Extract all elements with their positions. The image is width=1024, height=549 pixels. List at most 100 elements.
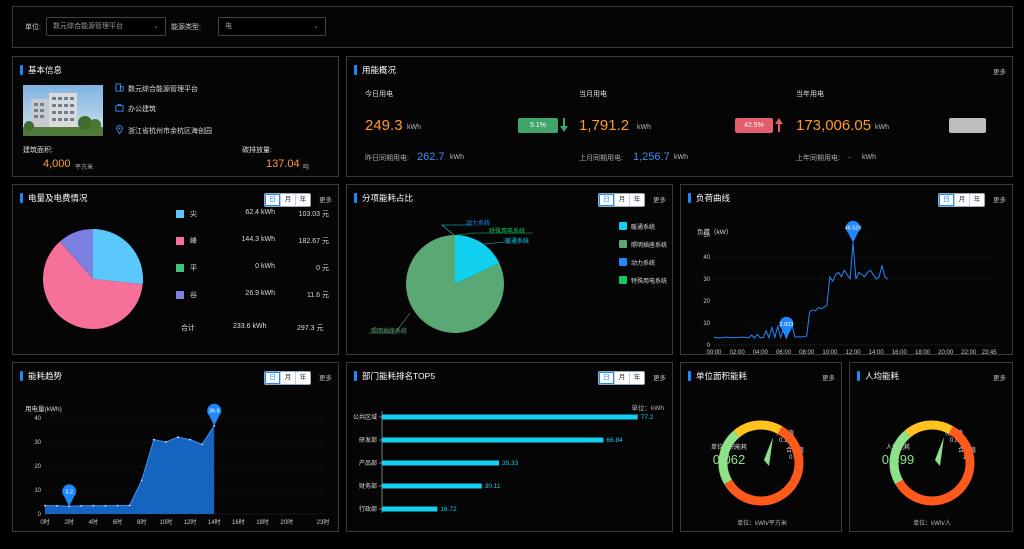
legend-swatch <box>619 276 627 284</box>
per-capita-gauge: 人均能耗 0.499 先进值 0.8 合理值 1.2 单位：kWh/人 <box>882 420 976 527</box>
legend-label: 照明插座系统 <box>631 242 668 249</box>
fee-swatch <box>176 291 184 299</box>
trend-title: 能耗趋势 <box>20 370 62 382</box>
trend-y-tick: 20 <box>34 464 41 470</box>
trend-y-tick: 0 <box>38 512 42 518</box>
gauge-unit: 单位：kWh/人 <box>913 519 951 527</box>
trend-point <box>80 504 83 507</box>
tab-day[interactable]: 日 <box>265 194 280 206</box>
year-label: 当年用电 <box>796 91 824 98</box>
load-x-tick: 22:00 <box>961 350 977 356</box>
legend-label: 特殊用电系统 <box>631 278 668 285</box>
today-label: 今日用电 <box>365 91 393 98</box>
year-value: 173,006.05 <box>796 117 872 134</box>
tab-month[interactable]: 月 <box>954 194 969 206</box>
month-unit: kWh <box>637 124 651 131</box>
load-x-tick: 20:00 <box>938 350 954 356</box>
load-x-tick: 04:00 <box>753 350 769 356</box>
more-link[interactable]: 更多 <box>993 375 1006 382</box>
last-year-value: - <box>848 152 851 162</box>
load-x-tick: 23:45 <box>982 350 998 356</box>
arrow-up-icon <box>775 118 783 134</box>
legend-swatch <box>619 222 627 230</box>
gauge-arc-poor-2 <box>895 479 969 506</box>
per-capita-panel: 人均能耗 更多 人均能耗 0.499 先进值 0.8 合理值 1.2 单位：kW… <box>849 362 1013 532</box>
arrow-down-icon <box>560 118 568 134</box>
trend-x-tick: 12时 <box>184 518 197 526</box>
tab-year[interactable]: 年 <box>295 194 310 206</box>
more-link[interactable]: 更多 <box>822 375 835 382</box>
trend-x-tick: 20时 <box>280 518 293 526</box>
trend-point <box>104 504 107 507</box>
energy-type-select[interactable]: 电 ⌄ <box>218 17 326 36</box>
unit-area-gauge: 单位面积能耗 0.062 先进值 0.16 合理值 0.22 单位：kWh/平方… <box>711 420 804 527</box>
load-x-tick: 08:00 <box>799 350 815 356</box>
fee-energy: 62.4 kWh <box>245 209 275 216</box>
fee-cost: 0 元 <box>316 265 329 272</box>
legend-item: 特殊用电系统 <box>619 271 667 289</box>
year-badge: - <box>949 118 986 133</box>
trend-x-tick: 14时 <box>208 518 221 526</box>
load-series-line <box>713 242 889 340</box>
dept-value-label: 35.33 <box>502 460 519 467</box>
tab-month[interactable]: 月 <box>614 194 629 206</box>
tab-day[interactable]: 日 <box>265 372 280 384</box>
trend-x-tick: 18时 <box>256 518 269 526</box>
fee-name: 平 <box>190 265 197 272</box>
dept-bar <box>382 483 482 489</box>
dept-bar <box>382 460 500 466</box>
basic-info-title: 基本信息 <box>20 64 62 76</box>
period-tabs: 日 月 年 <box>264 371 311 385</box>
tab-year[interactable]: 年 <box>295 372 310 384</box>
more-link[interactable]: 更多 <box>319 197 332 204</box>
trend-x-tick: 10时 <box>160 518 173 526</box>
fee-energy: 26.9 kWh <box>245 290 275 297</box>
label-power: 动力系统 <box>466 219 490 227</box>
legend-item: 暖通系统 <box>619 217 667 235</box>
last-year-label: 上年同期用电: <box>796 155 840 162</box>
gauge-arc-good <box>889 430 911 485</box>
dept-bar <box>382 506 438 512</box>
tab-year[interactable]: 年 <box>629 372 644 384</box>
gauge-arc-fair <box>733 420 783 438</box>
fee-swatch <box>176 237 184 245</box>
gauge-advanced-value: 0.16 <box>779 438 791 444</box>
legend-swatch <box>619 240 627 248</box>
tab-year[interactable]: 年 <box>969 194 984 206</box>
trend-peak-marker-label: 36.8 <box>209 409 220 415</box>
subitem-title: 分项能耗占比 <box>354 192 413 204</box>
legend-item: 照明插座系统 <box>619 235 667 253</box>
more-link[interactable]: 更多 <box>319 375 332 382</box>
dept-unit-label: 单位：kWh <box>631 405 665 412</box>
trend-point <box>177 436 179 439</box>
tab-day[interactable]: 日 <box>599 372 614 384</box>
more-link[interactable]: 更多 <box>993 197 1006 204</box>
load-x-tick: 06:00 <box>776 350 792 356</box>
more-link[interactable]: 更多 <box>653 375 666 382</box>
trend-low-marker-label: 3.2 <box>65 489 73 495</box>
trend-point <box>92 504 95 507</box>
trend-point <box>68 505 71 508</box>
per-capita-title: 人均能耗 <box>857 370 899 382</box>
label-hvac: 暖通系统 <box>505 237 529 245</box>
dept-value-label: 16.72 <box>440 506 457 513</box>
address: 浙江省杭州市余杭区海创园 <box>128 128 212 135</box>
overview-more-link[interactable]: 更多 <box>993 69 1006 76</box>
load-x-tick: 18:00 <box>915 350 931 356</box>
area-label: 建筑面积: <box>23 147 53 154</box>
tab-month[interactable]: 月 <box>280 372 295 384</box>
unit-select[interactable]: 数元综合能源管理平台 ⌄ <box>46 17 166 36</box>
yesterday-value: 262.7 <box>417 151 445 163</box>
trend-point <box>164 441 167 443</box>
tab-year[interactable]: 年 <box>629 194 644 206</box>
fee-energy: 144.3 kWh <box>241 236 275 243</box>
tab-day[interactable]: 日 <box>599 194 614 206</box>
briefcase-icon <box>115 103 124 114</box>
more-link[interactable]: 更多 <box>653 197 666 204</box>
dept-category-label: 行政部 <box>359 505 377 513</box>
tab-month[interactable]: 月 <box>280 194 295 206</box>
tab-month[interactable]: 月 <box>614 372 629 384</box>
carbon-unit: 吨 <box>303 165 310 171</box>
tab-day[interactable]: 日 <box>939 194 954 206</box>
load-line-chart: 0 10 20 30 40 50 00:00 02:00 04:00 06:00 08:00 10:0… <box>703 220 998 356</box>
